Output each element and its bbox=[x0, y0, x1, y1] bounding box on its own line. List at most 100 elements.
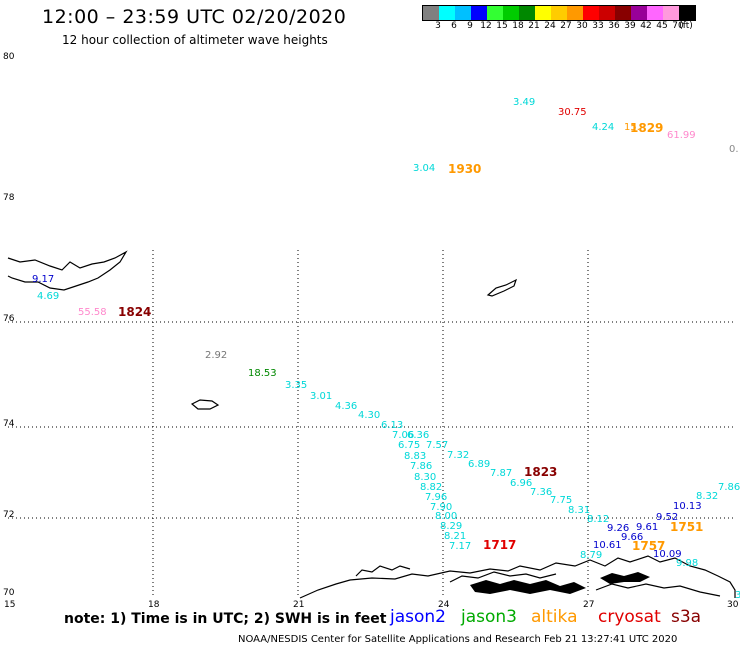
scale-tick-label: 27 bbox=[560, 21, 572, 31]
lon-label-27: 27 bbox=[583, 600, 595, 610]
wave-height-label: 6.96 bbox=[510, 478, 533, 489]
wave-height-label: 7.90 bbox=[430, 502, 453, 513]
pass-time-label: 1751 bbox=[670, 520, 704, 534]
scale-swatch bbox=[647, 6, 663, 20]
scale-tick-label: (ft) bbox=[679, 21, 693, 31]
scale-swatch bbox=[519, 6, 535, 20]
wave-height-label: 8.12 bbox=[587, 514, 610, 525]
lat-label-76: 76 bbox=[3, 314, 15, 324]
satellite-legend-jason3: jason3 bbox=[461, 607, 517, 627]
wave-height-label: 4.30 bbox=[358, 410, 381, 421]
lon-label-30: 30 bbox=[727, 600, 739, 610]
wave-height-label: 0. bbox=[729, 144, 739, 155]
wave-height-label: 6.36 bbox=[407, 430, 430, 441]
scale-tick-label: 21 bbox=[528, 21, 540, 31]
wave-height-label: 3.04 bbox=[413, 163, 436, 174]
scale-swatch bbox=[599, 6, 615, 20]
wave-height-label: 3.01 bbox=[310, 391, 333, 402]
scale-swatch bbox=[615, 6, 631, 20]
wave-height-label: 2.92 bbox=[205, 350, 228, 361]
scale-swatch bbox=[487, 6, 503, 20]
wave-height-label: 30.75 bbox=[558, 107, 587, 118]
wave-height-label: 8.21 bbox=[444, 531, 467, 542]
lat-label-74: 74 bbox=[3, 419, 15, 429]
wave-height-label: 8.83 bbox=[404, 451, 427, 462]
legend-note: note: 1) Time is in UTC; 2) SWH is in fe… bbox=[64, 611, 387, 627]
wave-height-label: 6.13 bbox=[381, 420, 404, 431]
wave-height-label: 9.98 bbox=[676, 558, 699, 569]
wave-height-label: 9.17 bbox=[32, 274, 55, 285]
lat-label-80: 80 bbox=[3, 52, 15, 62]
wave-height-label: 7.17 bbox=[449, 541, 472, 552]
scale-tick-label: 9 bbox=[467, 21, 473, 31]
wave-height-label: 8.00 bbox=[435, 511, 458, 522]
footer-credit: NOAA/NESDIS Center for Satellite Applica… bbox=[238, 634, 678, 645]
satellite-legend-s3a: s3a bbox=[671, 607, 702, 627]
scale-swatch bbox=[471, 6, 487, 20]
wave-height-label: 9.66 bbox=[621, 532, 644, 543]
wave-height-label: 8.31 bbox=[568, 505, 591, 516]
pass-time-label: 1717 bbox=[483, 538, 517, 552]
scale-tick-label: 3 bbox=[435, 21, 441, 31]
lat-label-72: 72 bbox=[3, 510, 15, 520]
wave-height-label: 8.82 bbox=[420, 482, 443, 493]
pass-time-label: 1823 bbox=[524, 465, 558, 479]
wave-height-label: 3.49 bbox=[513, 97, 536, 108]
wave-height-label: 55.58 bbox=[78, 307, 107, 318]
scale-swatch bbox=[423, 6, 439, 20]
wave-height-label: 7.06 bbox=[392, 430, 415, 441]
wave-height-label: 10.61 bbox=[593, 540, 622, 551]
page-title: 12:00 – 23:59 UTC 02/20/2020 bbox=[42, 6, 347, 28]
wave-height-label: 3.35 bbox=[285, 380, 308, 391]
satellite-legend-jason2: jason2 bbox=[390, 607, 446, 627]
grid-lines bbox=[8, 250, 735, 598]
scale-tick-label: 39 bbox=[624, 21, 636, 31]
lat-label-70: 70 bbox=[3, 588, 15, 598]
pass-time-label: 1930 bbox=[448, 162, 482, 176]
wave-height-label: 4.36 bbox=[335, 401, 358, 412]
scale-tick-label: 70 bbox=[672, 21, 684, 31]
lon-label-15: 15 bbox=[4, 600, 16, 610]
satellite-legend-cryosat: cryosat bbox=[598, 607, 661, 627]
scale-tick-label: 12 bbox=[480, 21, 492, 31]
lon-label-21: 21 bbox=[293, 600, 305, 610]
scale-tick-label: 15 bbox=[496, 21, 508, 31]
scale-tick-label: 24 bbox=[544, 21, 556, 31]
scale-swatch bbox=[663, 6, 679, 20]
wave-height-label: 10.09 bbox=[653, 549, 682, 560]
scale-swatch bbox=[583, 6, 599, 20]
scale-swatch bbox=[679, 6, 695, 20]
scale-tick-label: 30 bbox=[576, 21, 588, 31]
lat-label-78: 78 bbox=[3, 193, 15, 203]
scale-swatch bbox=[535, 6, 551, 20]
wave-height-label: 8.79 bbox=[580, 550, 603, 561]
wave-height-label: 8.32 bbox=[696, 491, 719, 502]
pass-time-label: 1824 bbox=[118, 305, 152, 319]
wave-height-label: 10.13 bbox=[673, 501, 702, 512]
wave-height-label: 7.32 bbox=[447, 450, 470, 461]
wave-height-label: 7.87 bbox=[490, 468, 513, 479]
wave-height-label: 4.69 bbox=[37, 291, 60, 302]
coastline-fill bbox=[470, 572, 650, 594]
wave-height-label: 9.52 bbox=[656, 512, 679, 523]
wave-height-label: 7.57 bbox=[426, 440, 449, 451]
scale-tick-label: 33 bbox=[592, 21, 604, 31]
scale-swatch bbox=[439, 6, 455, 20]
scale-tick-label: 6 bbox=[451, 21, 457, 31]
color-scale-bar bbox=[422, 5, 696, 21]
page-subtitle: 12 hour collection of altimeter wave hei… bbox=[62, 33, 328, 47]
satellite-legend-altika: altika bbox=[531, 607, 578, 627]
wave-height-label: 7.75 bbox=[550, 495, 573, 506]
scale-swatch bbox=[551, 6, 567, 20]
scale-swatch bbox=[503, 6, 519, 20]
wave-height-label: 9.61 bbox=[636, 522, 659, 533]
wave-height-label: 6.75 bbox=[398, 440, 421, 451]
coastline bbox=[7, 250, 736, 599]
wave-height-label: 7.86 bbox=[718, 482, 740, 493]
scale-tick-label: 18 bbox=[512, 21, 524, 31]
wave-height-label: 4.24 bbox=[592, 122, 615, 133]
wave-height-label: 7.96 bbox=[425, 492, 448, 503]
wave-height-label: 8.29 bbox=[440, 521, 463, 532]
wave-height-label: 7.36 bbox=[530, 487, 553, 498]
lon-label-18: 18 bbox=[148, 600, 160, 610]
